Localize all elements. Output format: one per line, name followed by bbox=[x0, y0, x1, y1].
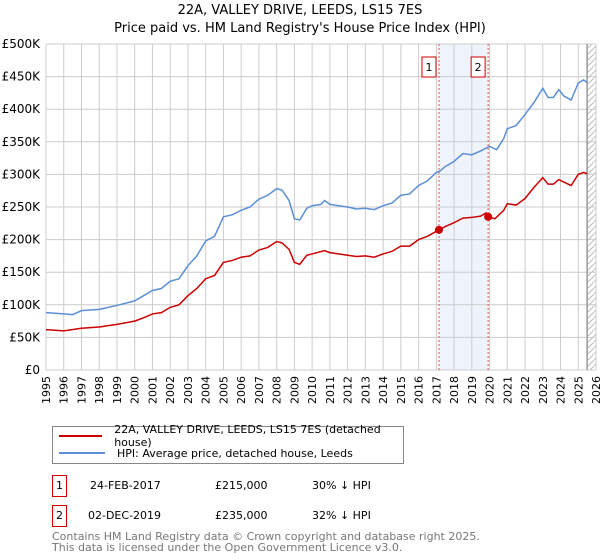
x-tick-label: 2001 bbox=[146, 376, 159, 404]
hpi-diff: 32% ↓ HPI bbox=[312, 509, 371, 522]
legend-item-property: 22A, VALLEY DRIVE, LEEDS, LS15 7ES (deta… bbox=[53, 423, 403, 449]
x-tick-label: 2026 bbox=[590, 376, 600, 404]
x-tick-label: 1999 bbox=[111, 376, 124, 404]
y-tick-label: £200K bbox=[2, 233, 42, 247]
x-tick-label: 2018 bbox=[448, 376, 461, 404]
y-tick-label: £300K bbox=[2, 167, 42, 181]
y-tick-label: £100K bbox=[2, 298, 42, 312]
x-tick-label: 1996 bbox=[58, 376, 71, 404]
legend-swatch-blue bbox=[59, 452, 105, 454]
x-tick-label: 2024 bbox=[555, 376, 568, 404]
x-tick-label: 2025 bbox=[572, 376, 585, 404]
legend-label: HPI: Average price, detached house, Leed… bbox=[117, 446, 353, 460]
x-tick-label: 1995 bbox=[40, 376, 53, 404]
x-tick-label: 2005 bbox=[217, 376, 230, 404]
legend: 22A, VALLEY DRIVE, LEEDS, LS15 7ES (deta… bbox=[52, 423, 404, 464]
x-tick-label: 2000 bbox=[129, 376, 142, 404]
x-tick-label: 2002 bbox=[164, 376, 177, 404]
y-tick-label: £350K bbox=[2, 135, 42, 149]
y-tick-label: £150K bbox=[2, 265, 42, 279]
x-tick-label: 2010 bbox=[306, 376, 319, 404]
y-tick-label: £450K bbox=[2, 70, 42, 84]
legend-item-hpi: HPI: Average price, detached house, Leed… bbox=[53, 444, 353, 462]
x-tick-label: 2013 bbox=[359, 376, 372, 404]
legend-swatch-red bbox=[59, 435, 103, 437]
x-tick-label: 2016 bbox=[413, 376, 426, 404]
chart-title: 22A, VALLEY DRIVE, LEEDS, LS15 7ES bbox=[177, 3, 423, 18]
x-tick-label: 2003 bbox=[182, 376, 195, 404]
sale-point bbox=[434, 225, 443, 234]
transaction-row: 1 24-FEB-2017 £215,000 30% ↓ HPI bbox=[52, 475, 452, 497]
x-tick-label: 1998 bbox=[93, 376, 106, 404]
x-tick-label: 2019 bbox=[466, 376, 479, 404]
chart-subtitle: Price paid vs. HM Land Registry's House … bbox=[114, 21, 486, 36]
sale-point bbox=[484, 212, 493, 221]
x-tick-label: 1997 bbox=[75, 376, 88, 404]
marker-badge: 2 bbox=[52, 505, 67, 527]
marker-badge: 1 bbox=[52, 475, 67, 497]
x-tick-label: 2006 bbox=[235, 376, 248, 404]
x-tick-label: 2014 bbox=[377, 376, 390, 404]
x-tick-label: 2011 bbox=[324, 376, 337, 404]
price: £215,000 bbox=[215, 479, 268, 492]
date: 02-DEC-2019 bbox=[88, 509, 162, 522]
footer-line: Contains HM Land Registry data © Crown c… bbox=[52, 530, 480, 543]
legend-label: 22A, VALLEY DRIVE, LEEDS, LS15 7ES (deta… bbox=[114, 423, 381, 449]
x-tick-label: 2017 bbox=[430, 376, 443, 404]
sale-badge-label: 1 bbox=[425, 61, 432, 74]
transaction-row: 2 02-DEC-2019 £235,000 32% ↓ HPI bbox=[52, 505, 452, 527]
hpi-diff: 30% ↓ HPI bbox=[312, 479, 371, 492]
footer: Contains HM Land Registry data © Crown c… bbox=[52, 531, 480, 553]
price: £235,000 bbox=[215, 509, 268, 522]
x-tick-label: 2020 bbox=[484, 376, 497, 404]
x-tick-label: 2023 bbox=[537, 376, 550, 404]
footer-line: This data is licensed under the Open Gov… bbox=[52, 541, 403, 554]
y-tick-label: £250K bbox=[2, 200, 42, 214]
price-chart: 1995 1996 1997 1998 1999 2000 2001 2002 2003 2004… bbox=[2, 37, 600, 404]
x-tick-label: 2022 bbox=[519, 376, 532, 404]
y-tick-label: £50K bbox=[9, 330, 41, 344]
property-price-line bbox=[45, 171, 588, 332]
sale-badge bbox=[470, 56, 486, 78]
x-tick-label: 2009 bbox=[288, 376, 301, 404]
x-tick-label: 2007 bbox=[253, 376, 266, 404]
x-tick-label: 2004 bbox=[200, 376, 213, 404]
x-tick-label: 2012 bbox=[342, 376, 355, 404]
y-tick-label: £400K bbox=[2, 102, 42, 116]
x-tick-label: 2008 bbox=[271, 376, 284, 404]
y-tick-label: £500K bbox=[2, 37, 42, 51]
date: 24-FEB-2017 bbox=[90, 479, 161, 492]
x-tick-label: 2021 bbox=[501, 376, 514, 404]
y-tick-label: £0 bbox=[25, 363, 40, 377]
sale-badge bbox=[421, 56, 437, 78]
x-tick-label: 2015 bbox=[395, 376, 408, 404]
sale-badge-label: 2 bbox=[475, 61, 482, 74]
hpi-line bbox=[45, 78, 588, 316]
